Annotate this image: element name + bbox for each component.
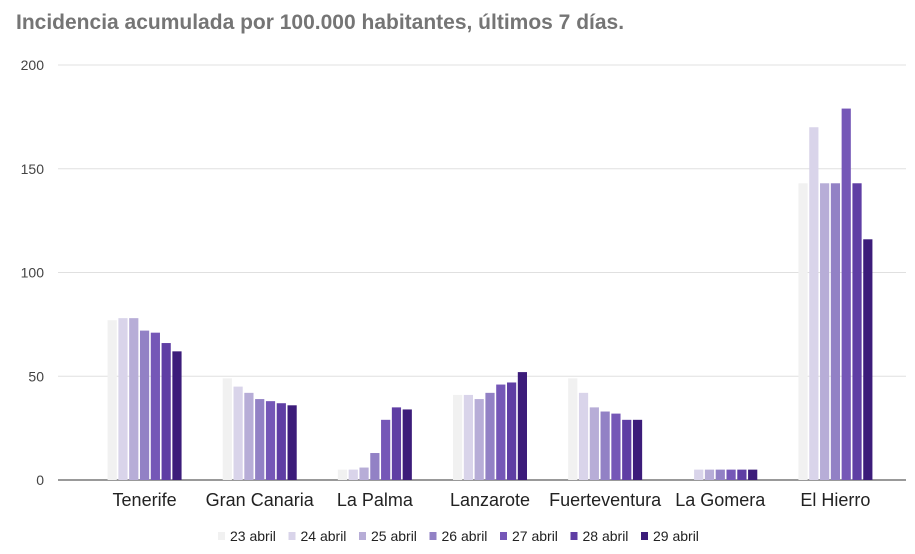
bar-la-palma-28-abril[interactable] — [391, 407, 402, 480]
bar-fuerteventura-25-abril[interactable] — [589, 407, 599, 480]
legend-label: 28 abril — [583, 528, 629, 544]
legend-swatch — [570, 532, 578, 540]
bar-gran-canaria-26-abril[interactable] — [255, 399, 265, 480]
legend-swatch — [429, 532, 437, 540]
legend-swatch — [500, 532, 507, 540]
bar-la-gomera-29-abril[interactable] — [748, 469, 758, 480]
bar-el-hierro-23-abril[interactable] — [798, 183, 808, 480]
legend-item[interactable]: 24 abril — [288, 528, 347, 544]
bar-la-gomera-27-abril[interactable] — [726, 469, 736, 480]
bar-tenerife-23-abril[interactable] — [107, 320, 117, 480]
legend-item[interactable]: 26 abril — [429, 528, 488, 544]
x-axis-ticks: Tenerife Gran Canaria La Palma Lanzarote Fue… — [113, 490, 871, 510]
bar-fuerteventura-24-abril[interactable] — [578, 392, 589, 480]
bar-gran-canaria-28-abril[interactable] — [276, 403, 286, 480]
bar-fuerteventura-27-abril[interactable] — [611, 413, 621, 480]
bar-la-palma-27-abril[interactable] — [381, 419, 391, 480]
x-tick-label: Fuerteventura — [549, 490, 662, 510]
bar-el-hierro-28-abril[interactable] — [852, 183, 862, 480]
bar-lanzarote-27-abril[interactable] — [496, 384, 506, 480]
y-axis-ticks: 0 50 100 150 200 — [21, 57, 45, 488]
bar-gran-canaria-24-abril[interactable] — [233, 386, 243, 480]
bar-la-palma-26-abril[interactable] — [370, 453, 380, 480]
legend-label: 26 abril — [442, 528, 488, 544]
bar-tenerife-28-abril[interactable] — [161, 343, 171, 480]
y-tick-label: 200 — [21, 57, 45, 73]
bar-la-gomera-26-abril[interactable] — [715, 469, 725, 480]
bar-el-hierro-26-abril[interactable] — [830, 183, 841, 480]
legend-item[interactable]: 27 abril — [500, 528, 558, 544]
bar-fuerteventura-28-abril[interactable] — [622, 419, 632, 480]
legend-item[interactable]: 25 abril — [359, 528, 417, 544]
bar-lanzarote-25-abril[interactable] — [474, 399, 484, 480]
x-tick-label: La Gomera — [675, 490, 766, 510]
y-tick-label: 150 — [21, 161, 45, 177]
bar-fuerteventura-23-abril[interactable] — [568, 378, 578, 480]
bar-gran-canaria-25-abril[interactable] — [244, 392, 254, 480]
x-tick-label: Tenerife — [113, 490, 177, 510]
bar-gran-canaria-27-abril[interactable] — [265, 401, 276, 480]
legend-swatch — [288, 532, 296, 540]
bar-la-palma-25-abril[interactable] — [359, 467, 369, 480]
legend-label: 25 abril — [371, 528, 417, 544]
bar-lanzarote-29-abril[interactable] — [517, 372, 527, 480]
bar-la-palma-29-abril[interactable] — [402, 409, 412, 480]
legend-swatch — [218, 532, 225, 540]
x-tick-label: Gran Canaria — [206, 490, 315, 510]
legend-label: 23 abril — [230, 528, 276, 544]
bar-tenerife-25-abril[interactable] — [129, 318, 139, 480]
bar-la-gomera-28-abril[interactable] — [737, 469, 747, 480]
bars — [107, 108, 873, 480]
x-tick-label: La Palma — [337, 490, 414, 510]
bar-gran-canaria-29-abril[interactable] — [287, 405, 297, 480]
y-tick-label: 50 — [28, 368, 44, 384]
bar-lanzarote-28-abril[interactable] — [507, 382, 517, 480]
legend-swatch — [641, 532, 648, 540]
bar-gran-canaria-23-abril[interactable] — [222, 378, 232, 480]
legend-item[interactable]: 28 abril — [570, 528, 629, 544]
chart-title: Incidencia acumulada por 100.000 habitan… — [16, 11, 625, 34]
bar-la-palma-24-abril[interactable] — [348, 469, 358, 480]
legend-swatch — [359, 532, 366, 540]
bar-tenerife-27-abril[interactable] — [150, 332, 160, 480]
bar-fuerteventura-26-abril[interactable] — [600, 411, 610, 480]
bar-el-hierro-27-abril[interactable] — [841, 108, 851, 480]
x-tick-label: El Hierro — [800, 490, 870, 510]
bar-lanzarote-26-abril[interactable] — [485, 392, 495, 480]
legend-label: 27 abril — [512, 528, 558, 544]
bar-el-hierro-29-abril[interactable] — [863, 239, 873, 480]
legend: 23 abril 24 abril 25 abril 26 abril 27 abril… — [218, 528, 699, 544]
y-tick-label: 0 — [36, 472, 44, 488]
bar-la-gomera-24-abril[interactable] — [694, 469, 704, 480]
bar-tenerife-24-abril[interactable] — [118, 318, 128, 480]
bar-tenerife-26-abril[interactable] — [139, 330, 150, 480]
legend-item[interactable]: 29 abril — [641, 528, 699, 544]
bar-lanzarote-24-abril[interactable] — [463, 394, 473, 480]
x-tick-label: Lanzarote — [450, 490, 530, 510]
legend-label: 24 abril — [301, 528, 347, 544]
bar-lanzarote-23-abril[interactable] — [453, 394, 463, 480]
legend-label: 29 abril — [653, 528, 699, 544]
bar-fuerteventura-29-abril[interactable] — [632, 419, 643, 480]
bar-la-gomera-25-abril[interactable] — [704, 469, 715, 480]
y-tick-label: 100 — [21, 265, 45, 281]
legend-item[interactable]: 23 abril — [218, 528, 276, 544]
bar-tenerife-29-abril[interactable] — [172, 351, 182, 480]
bar-el-hierro-24-abril[interactable] — [809, 127, 819, 480]
bar-la-palma-23-abril[interactable] — [337, 469, 348, 480]
bar-el-hierro-25-abril[interactable] — [820, 183, 830, 480]
